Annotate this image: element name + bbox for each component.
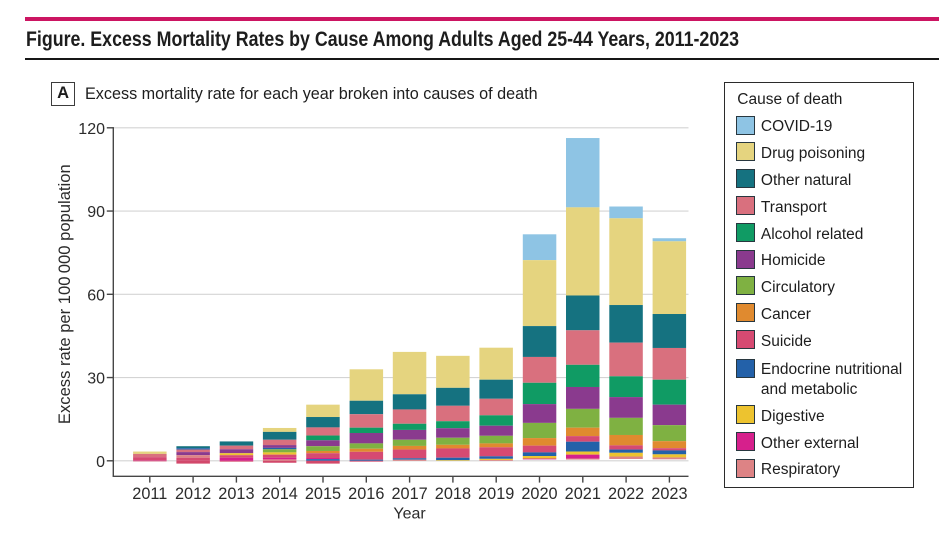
svg-text:2020: 2020: [521, 485, 557, 503]
svg-text:0: 0: [96, 454, 105, 471]
svg-text:2011: 2011: [132, 485, 167, 503]
svg-text:2021: 2021: [565, 485, 601, 503]
svg-text:60: 60: [87, 287, 105, 304]
svg-text:2023: 2023: [651, 485, 687, 503]
svg-text:2016: 2016: [348, 485, 384, 503]
svg-text:90: 90: [87, 204, 105, 221]
svg-text:2015: 2015: [305, 485, 341, 503]
svg-text:2019: 2019: [478, 485, 514, 503]
svg-text:2014: 2014: [262, 485, 298, 503]
svg-text:120: 120: [78, 121, 105, 138]
svg-text:2012: 2012: [175, 485, 211, 503]
svg-text:2018: 2018: [435, 485, 471, 503]
svg-text:Excess rate per 100 000 popula: Excess rate per 100 000 population: [55, 164, 74, 424]
svg-text:2017: 2017: [391, 485, 427, 503]
svg-text:2022: 2022: [608, 485, 644, 503]
svg-text:2013: 2013: [218, 485, 254, 503]
svg-text:Year: Year: [393, 506, 426, 523]
svg-text:30: 30: [87, 371, 105, 388]
